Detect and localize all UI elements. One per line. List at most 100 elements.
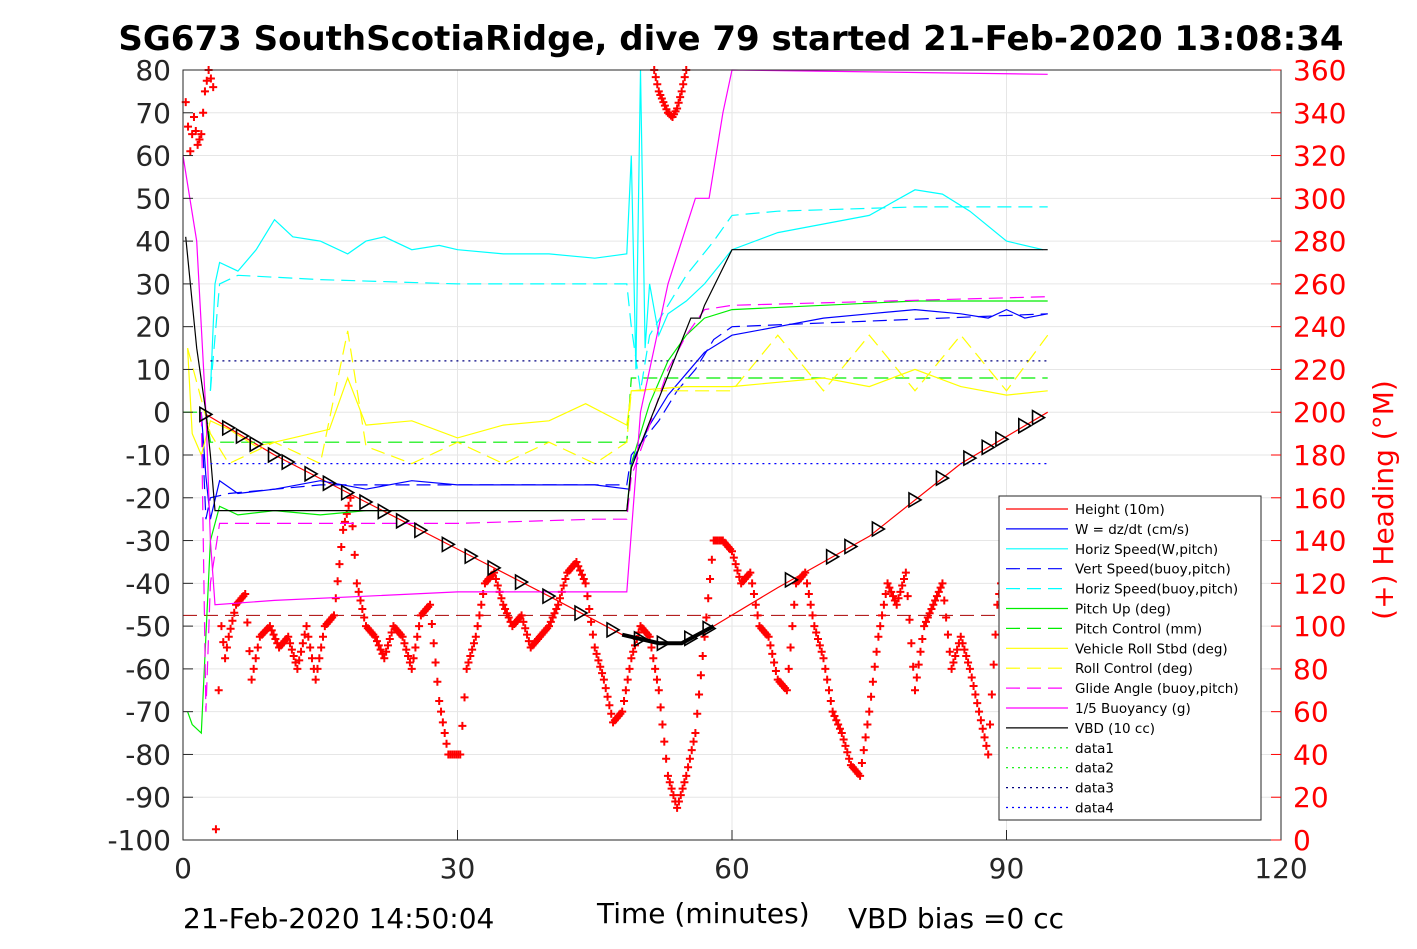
heading-point bbox=[788, 622, 797, 631]
heading-point bbox=[689, 737, 698, 746]
heading-point bbox=[286, 639, 295, 648]
y-tick-label: -60 bbox=[125, 653, 171, 686]
heading-point bbox=[929, 600, 938, 609]
heading-point bbox=[867, 692, 876, 701]
heading-point bbox=[687, 746, 696, 755]
heading-point bbox=[965, 664, 974, 673]
footer-timestamp: 21-Feb-2020 14:50:04 bbox=[183, 902, 494, 935]
heading-point bbox=[599, 675, 608, 684]
heading-point bbox=[211, 825, 220, 834]
triangle-marker bbox=[221, 419, 237, 437]
heading-point bbox=[471, 632, 480, 641]
triangle-marker bbox=[395, 512, 411, 530]
x-ticks: 0 30 60 90 120 bbox=[174, 830, 1308, 885]
x-axis-label: Time (minutes) bbox=[596, 897, 810, 930]
heading-point bbox=[214, 686, 223, 695]
heading-point bbox=[770, 658, 779, 667]
heading-point bbox=[918, 634, 927, 643]
y-tick-label: 60 bbox=[135, 140, 171, 173]
heading-point bbox=[184, 122, 193, 131]
y-tick-label: -40 bbox=[125, 567, 171, 600]
heading-point bbox=[497, 594, 506, 603]
heading-point bbox=[936, 583, 945, 592]
triangle-marker bbox=[871, 520, 886, 538]
legend-label: Pitch Control (mm) bbox=[1075, 621, 1202, 637]
heading-point bbox=[673, 803, 682, 812]
heading-point bbox=[693, 709, 702, 718]
triangle-marker bbox=[199, 405, 214, 423]
right-y-tick-label: 160 bbox=[1293, 482, 1346, 515]
heading-point bbox=[892, 600, 901, 609]
heading-point bbox=[878, 611, 887, 620]
right-y-tick-label: 60 bbox=[1293, 696, 1329, 729]
y-tick-label: 0 bbox=[153, 396, 171, 429]
heading-point bbox=[751, 600, 760, 609]
heading-point bbox=[905, 615, 914, 624]
heading-point bbox=[333, 577, 342, 586]
heading-point bbox=[909, 662, 918, 671]
heading-point bbox=[217, 622, 226, 631]
triangle-marker bbox=[981, 438, 996, 456]
right-y-tick-label: 40 bbox=[1293, 738, 1329, 771]
heading-point bbox=[980, 733, 989, 742]
heading-point bbox=[383, 641, 392, 650]
legend-label: Vehicle Roll Stbd (deg) bbox=[1075, 641, 1228, 657]
heading-point bbox=[202, 76, 211, 85]
footer-vbd-bias: VBD bias =0 cc bbox=[848, 902, 1064, 935]
heading-point bbox=[607, 709, 616, 718]
heading-point bbox=[627, 654, 636, 663]
heading-point bbox=[469, 639, 478, 648]
legend-label: Vert Speed(buoy,pitch) bbox=[1075, 562, 1231, 578]
heading-point bbox=[658, 720, 667, 729]
heading-point bbox=[940, 596, 949, 605]
y-tick-label: 70 bbox=[135, 97, 171, 130]
heading-point bbox=[206, 74, 215, 83]
heading-point bbox=[868, 677, 877, 686]
heading-point bbox=[958, 639, 967, 648]
triangle-marker bbox=[684, 629, 699, 647]
heading-point bbox=[898, 581, 907, 590]
heading-point bbox=[865, 707, 874, 716]
heading-point bbox=[581, 579, 590, 588]
heading-point bbox=[199, 108, 208, 117]
heading-point bbox=[339, 525, 348, 534]
triangle-marker bbox=[935, 469, 951, 487]
heading-point bbox=[380, 654, 389, 663]
heading-point bbox=[577, 570, 586, 579]
heading-point bbox=[350, 550, 359, 559]
heading-point bbox=[766, 641, 775, 650]
heading-point bbox=[894, 594, 903, 603]
heading-point bbox=[458, 721, 467, 730]
heading-point bbox=[984, 750, 993, 759]
heading-point bbox=[663, 771, 672, 780]
heading-point bbox=[552, 605, 561, 613]
heading-point bbox=[837, 729, 846, 738]
triangle-marker bbox=[235, 427, 251, 445]
heading-point bbox=[938, 579, 947, 588]
heading-point bbox=[978, 724, 987, 733]
heading-point bbox=[340, 517, 349, 526]
heading-point bbox=[284, 632, 293, 641]
heading-point bbox=[590, 643, 599, 652]
heading-point bbox=[337, 542, 346, 551]
heading-point bbox=[431, 658, 440, 667]
heading-point bbox=[592, 649, 601, 658]
triangle-markers bbox=[199, 405, 1047, 652]
triangle-marker bbox=[656, 634, 671, 652]
heading-point bbox=[200, 87, 209, 96]
heading-point bbox=[545, 622, 553, 631]
triangle-marker bbox=[322, 474, 337, 492]
heading-markers bbox=[181, 66, 1011, 834]
heading-point bbox=[680, 73, 689, 82]
legend-label: Pitch Up (deg) bbox=[1075, 602, 1171, 618]
triangle-marker bbox=[542, 587, 557, 605]
heading-point bbox=[916, 647, 925, 656]
right-y-tick-label: 300 bbox=[1293, 182, 1346, 215]
heading-point bbox=[707, 555, 716, 564]
heading-point bbox=[519, 617, 528, 626]
heading-point bbox=[442, 739, 451, 748]
heading-point bbox=[682, 771, 691, 780]
heading-point bbox=[907, 639, 916, 648]
heading-point bbox=[942, 613, 951, 622]
heading-point bbox=[921, 617, 930, 626]
